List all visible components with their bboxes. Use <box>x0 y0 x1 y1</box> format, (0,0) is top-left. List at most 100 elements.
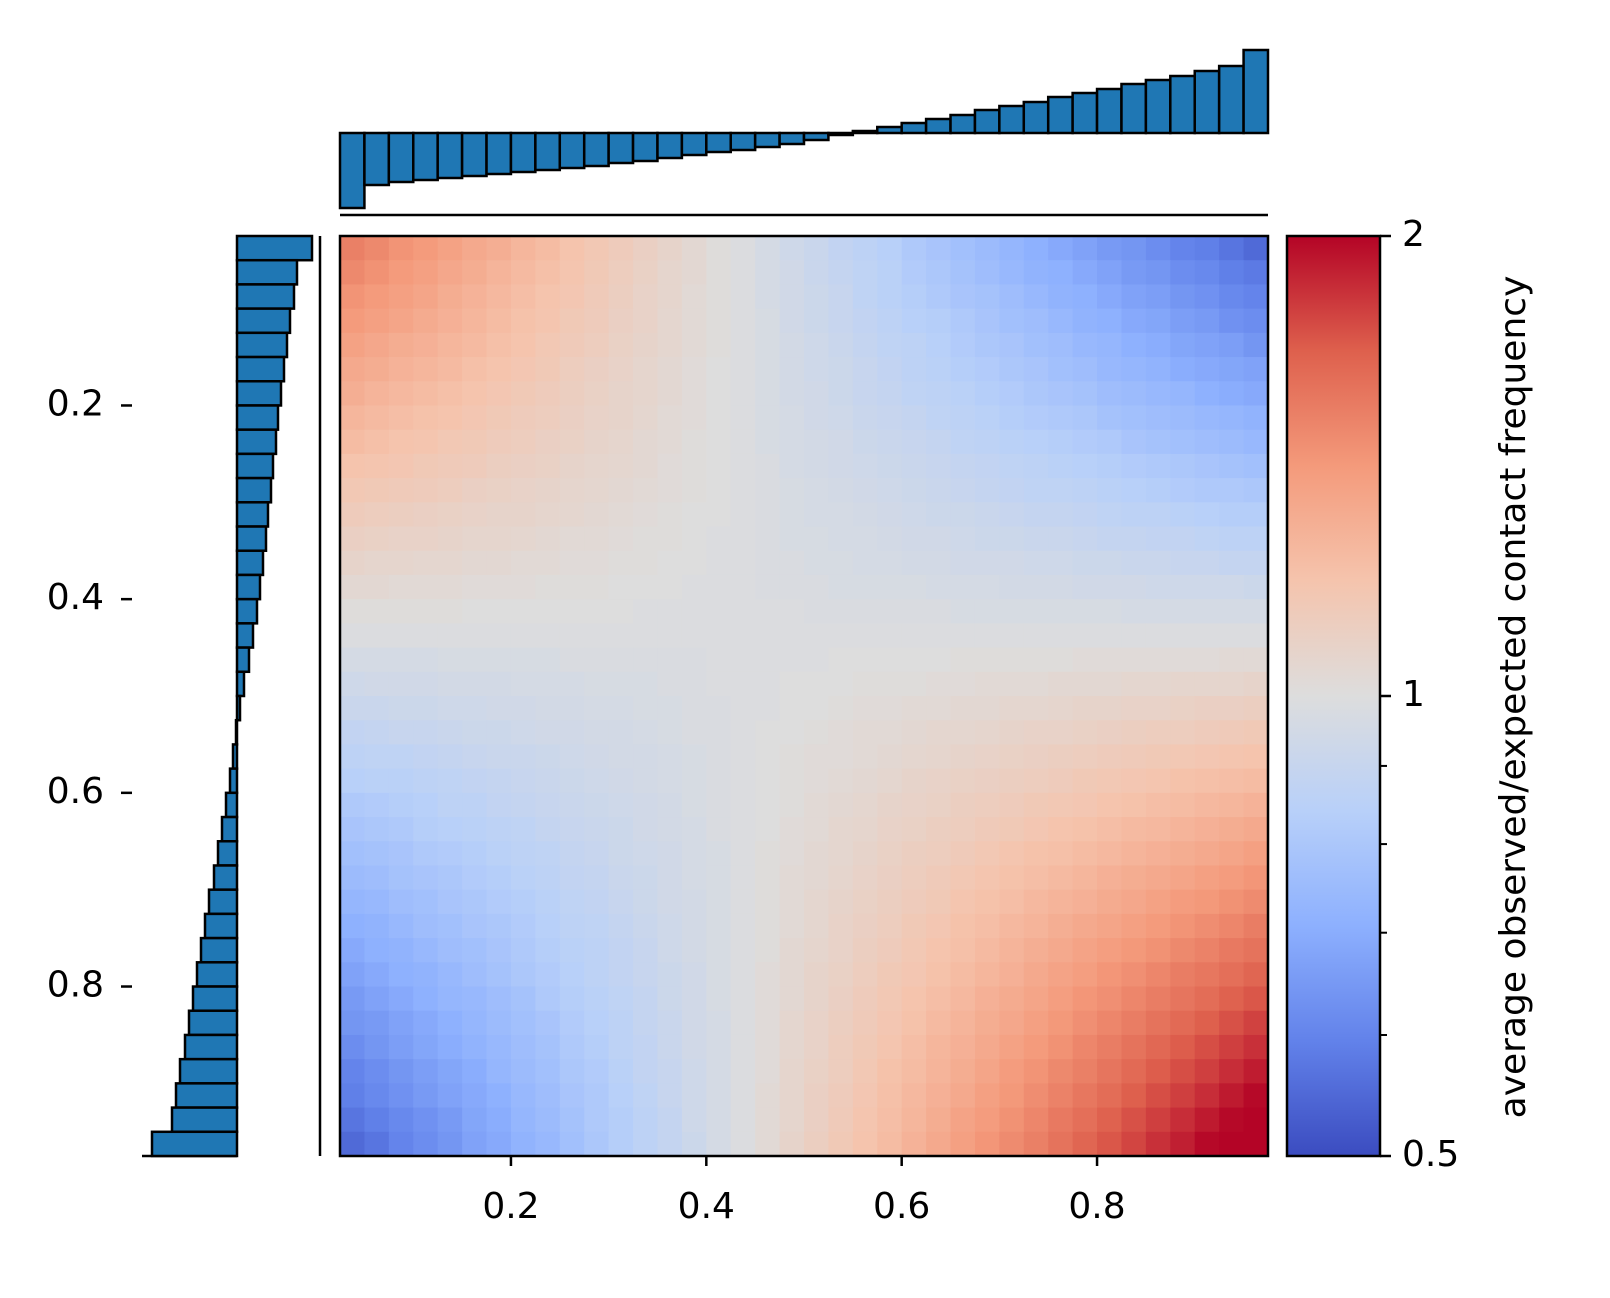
top-marginal-bar <box>582 131 610 168</box>
heatmap-cell <box>950 1059 976 1084</box>
heatmap-cell <box>413 889 439 915</box>
heatmap-cell <box>730 453 756 479</box>
heatmap-cell <box>999 502 1025 528</box>
heatmap-cell <box>1194 841 1220 867</box>
heatmap-cell <box>486 671 512 697</box>
heatmap-cell <box>828 938 854 963</box>
heatmap-cell <box>755 1107 781 1133</box>
heatmap-cell <box>974 1107 1000 1133</box>
heatmap-cell <box>413 1107 439 1133</box>
heatmap-cell <box>388 405 414 431</box>
heatmap-cell <box>340 962 366 988</box>
heatmap-cell <box>535 332 561 358</box>
heatmap-cell <box>1048 236 1074 261</box>
heatmap-cell <box>388 744 414 770</box>
heatmap-cell <box>828 817 854 842</box>
heatmap-cell <box>1243 574 1269 600</box>
heatmap-cell <box>608 647 634 673</box>
heatmap-cell <box>510 913 536 939</box>
heatmap-cell <box>706 478 732 503</box>
heatmap-cell <box>1243 453 1269 479</box>
heatmap-cell <box>1121 744 1147 770</box>
heatmap-cell <box>462 623 488 649</box>
heatmap-cell <box>1048 502 1074 528</box>
heatmap-cell <box>1194 526 1220 552</box>
heatmap-cell <box>608 1010 634 1036</box>
heatmap-cell <box>852 429 878 455</box>
heatmap-cell <box>340 1083 366 1109</box>
heatmap-cell <box>1048 671 1074 697</box>
heatmap-cell <box>974 405 1000 431</box>
heatmap-cell <box>779 720 805 746</box>
heatmap-cell <box>1048 1131 1074 1157</box>
heatmap-cell <box>633 1059 659 1084</box>
heatmap-cell <box>926 599 952 624</box>
heatmap-cell <box>1097 502 1123 528</box>
heatmap-cell <box>388 357 414 382</box>
heatmap-cell <box>388 1059 414 1084</box>
heatmap-cell <box>926 671 952 697</box>
heatmap-cell <box>462 1034 488 1060</box>
heatmap-cell <box>388 889 414 915</box>
heatmap-cell <box>1097 599 1123 624</box>
heatmap-cell <box>779 478 805 503</box>
heatmap-cell <box>608 1083 634 1109</box>
heatmap-cell <box>364 381 390 407</box>
heatmap-cell <box>1048 1010 1074 1036</box>
heatmap-cell <box>852 357 878 382</box>
heatmap-cell <box>510 429 536 455</box>
heatmap-cell <box>633 599 659 624</box>
left-marginal-bar <box>199 936 239 964</box>
heatmap-cell <box>510 284 536 310</box>
heatmap-cell <box>1048 574 1074 600</box>
heatmap-cell <box>1194 599 1220 624</box>
heatmap-cell <box>633 647 659 673</box>
heatmap-cell <box>706 453 732 479</box>
heatmap-cell <box>559 889 585 915</box>
heatmap-cell <box>486 453 512 479</box>
heatmap-cell <box>535 550 561 576</box>
heatmap-cell <box>1121 938 1147 963</box>
heatmap-cell <box>755 236 781 261</box>
heatmap-cell <box>1219 1107 1245 1133</box>
heatmap-cell <box>974 1131 1000 1157</box>
heatmap-cell <box>437 478 463 503</box>
heatmap-cell <box>1023 453 1049 479</box>
heatmap-cell <box>901 1010 927 1036</box>
heatmap-cell <box>901 938 927 963</box>
colorbar-tick-label: 2 <box>1402 214 1425 255</box>
heatmap-cell <box>413 236 439 261</box>
heatmap-cell <box>1048 986 1074 1012</box>
heatmap-cell <box>462 478 488 503</box>
heatmap-cell <box>877 332 903 358</box>
heatmap-cell <box>730 1059 756 1084</box>
heatmap-cell <box>608 526 634 552</box>
heatmap-cell <box>828 962 854 988</box>
heatmap-cell <box>828 841 854 867</box>
heatmap-cell <box>1194 574 1220 600</box>
heatmap-cell <box>1243 381 1269 407</box>
colorbar-label: average observed/expected contact freque… <box>1493 276 1534 1119</box>
heatmap-cell <box>1121 478 1147 503</box>
heatmap-cell <box>364 1107 390 1133</box>
heatmap-cell <box>1072 792 1098 818</box>
heatmap-cell <box>706 962 732 988</box>
top-marginal-bar <box>705 131 732 154</box>
heatmap-cell <box>901 889 927 915</box>
heatmap-cell <box>1219 284 1245 310</box>
heatmap-cell <box>1243 938 1269 963</box>
heatmap-cell <box>413 962 439 988</box>
heatmap-cell <box>1170 986 1196 1012</box>
heatmap-cell <box>755 1131 781 1157</box>
heatmap-cell <box>1121 889 1147 915</box>
heatmap-cell <box>413 260 439 286</box>
heatmap-cell <box>852 550 878 576</box>
heatmap-cell <box>486 308 512 334</box>
heatmap-cell <box>950 817 976 842</box>
heatmap-cell <box>633 913 659 939</box>
heatmap-cell <box>535 647 561 673</box>
heatmap-cell <box>852 453 878 479</box>
heatmap-cell <box>657 599 683 624</box>
heatmap-cell <box>852 381 878 407</box>
heatmap-cell <box>388 550 414 576</box>
